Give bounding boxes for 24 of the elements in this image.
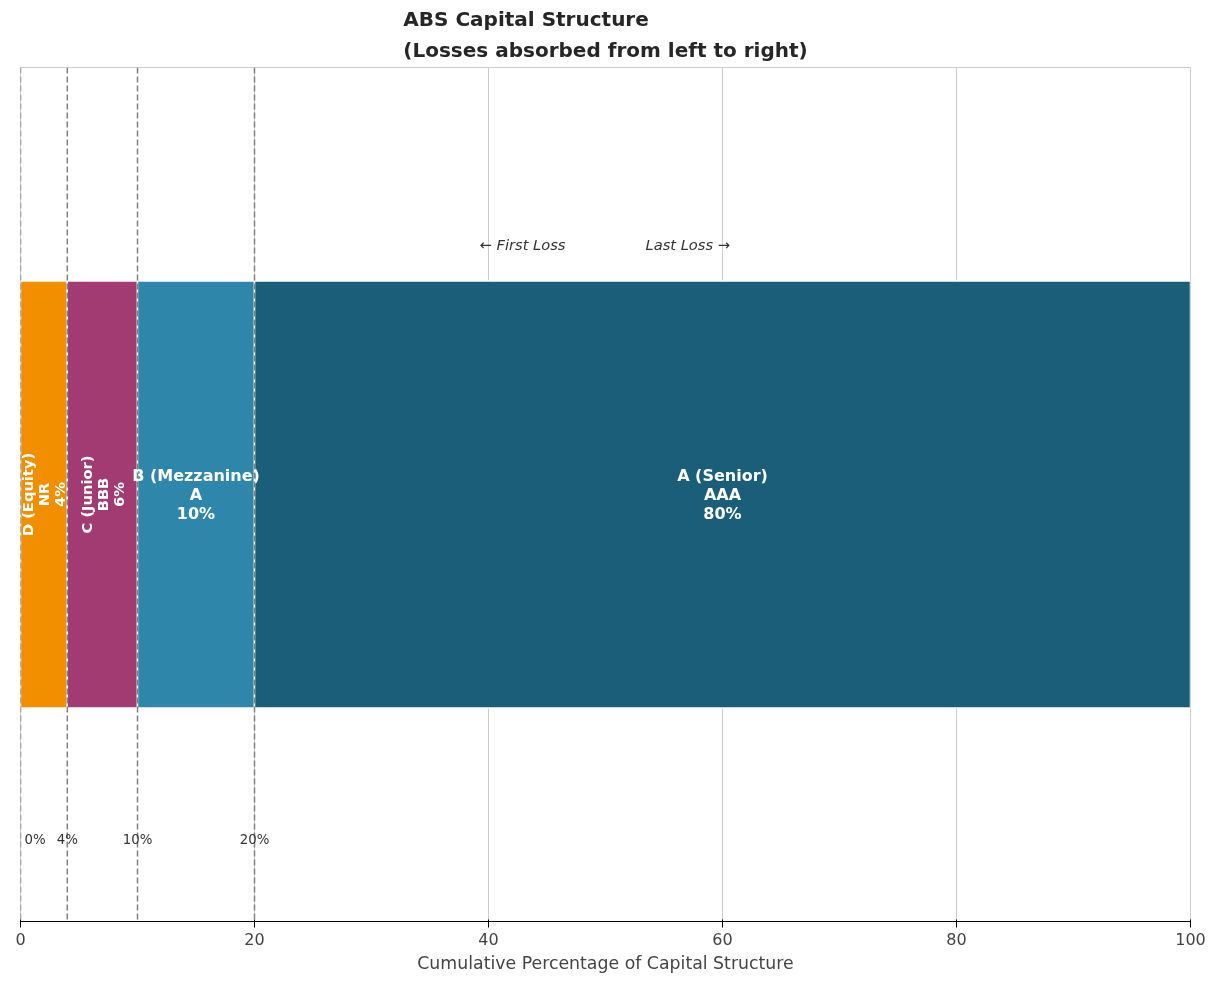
- ref-line-label: 0%: [24, 831, 46, 847]
- x-tick-label: 100: [1175, 929, 1206, 949]
- annotation: ← First Loss: [479, 235, 566, 253]
- data-label: 80%: [703, 504, 742, 524]
- annotation: NR: [35, 482, 53, 507]
- annotation: AAA: [703, 485, 742, 504]
- series-label: D (Equity): [19, 452, 37, 537]
- x-tick-label: 40: [478, 929, 499, 949]
- chart-title: ABS Capital Structure (Losses absorbed from left to right): [403, 7, 808, 63]
- x-tick-label: 80: [946, 929, 967, 949]
- data-label: 4%: [51, 481, 69, 507]
- annotation: A: [189, 485, 203, 504]
- ref-line-label: 10%: [122, 831, 153, 847]
- ref-line-label: 20%: [239, 831, 270, 847]
- ref-line-label: 4%: [56, 831, 78, 847]
- x-tick-label: 0: [15, 929, 26, 949]
- x-tick-label: 20: [244, 929, 265, 949]
- data-label: 10%: [176, 504, 216, 524]
- annotation: Last Loss →: [645, 235, 731, 253]
- series-label: C (Junior): [77, 455, 95, 534]
- data-label: 6%: [109, 481, 127, 507]
- x-axis-title: Cumulative Percentage of Capital Structure: [417, 952, 794, 973]
- x-tick-label: 60: [712, 929, 733, 949]
- series-label: A (Senior): [677, 465, 768, 485]
